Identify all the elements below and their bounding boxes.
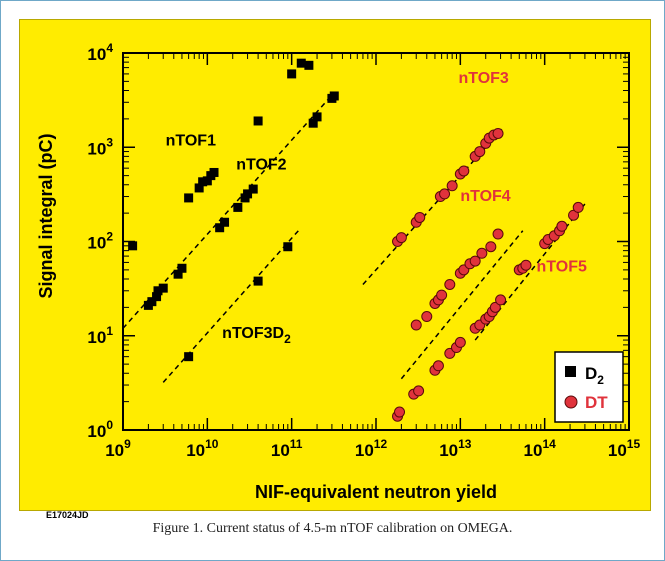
x-tick-label: 1012 bbox=[355, 437, 388, 460]
fit-line bbox=[162, 230, 299, 383]
d2-point bbox=[153, 286, 163, 296]
y-tick-label: 104 bbox=[87, 41, 113, 64]
dt-point bbox=[413, 385, 425, 397]
y-tick-label: 103 bbox=[87, 135, 113, 158]
dt-point bbox=[572, 201, 584, 213]
d2-point bbox=[184, 193, 194, 203]
d2-point bbox=[184, 352, 194, 362]
curve-label: nTOF4 bbox=[460, 188, 510, 205]
dt-point bbox=[469, 255, 481, 267]
dt-point bbox=[421, 311, 433, 323]
dt-point bbox=[492, 127, 504, 139]
x-tick-label: 109 bbox=[105, 437, 131, 460]
d2-point bbox=[287, 69, 297, 79]
dt-point bbox=[410, 319, 422, 331]
curve-label: nTOF5 bbox=[536, 259, 586, 276]
x-tick-label: 1011 bbox=[271, 437, 303, 460]
y-tick-label: 101 bbox=[87, 324, 113, 347]
dt-point bbox=[495, 294, 507, 306]
dt-point bbox=[436, 289, 448, 301]
legend: D2 DT bbox=[554, 351, 624, 423]
dt-point bbox=[414, 211, 426, 223]
d2-point bbox=[304, 60, 314, 70]
d2-point bbox=[253, 276, 263, 286]
dt-point bbox=[444, 278, 456, 290]
chart-panel: 109 1010 1011 1012 1013 1014 1015 100 101 102 103 1… bbox=[19, 19, 651, 520]
dt-point bbox=[454, 336, 466, 348]
dt-point bbox=[492, 228, 504, 240]
d2-point bbox=[158, 283, 168, 293]
fit-line bbox=[400, 230, 524, 380]
x-tick-label: 1014 bbox=[524, 437, 557, 460]
d2-point bbox=[329, 91, 339, 101]
legend-d2-label: D2 bbox=[585, 364, 604, 387]
legend-d2-marker bbox=[565, 366, 576, 377]
axes-layer: 109 1010 1011 1012 1013 1014 1015 100 101 102 103 1… bbox=[87, 41, 640, 460]
curve-label: nTOF3 bbox=[458, 70, 508, 87]
y-tick-label: 102 bbox=[87, 230, 113, 253]
x-tick-label: 1013 bbox=[439, 437, 472, 460]
d2-point bbox=[283, 242, 293, 252]
dt-point bbox=[432, 360, 444, 372]
legend-box bbox=[554, 351, 624, 423]
d2-point bbox=[308, 118, 318, 128]
fit-line bbox=[122, 92, 335, 329]
d2-point bbox=[202, 176, 212, 186]
d2-point bbox=[312, 112, 322, 122]
y-axis-title: Signal integral (pC) bbox=[36, 133, 56, 298]
legend-dt-marker bbox=[564, 395, 578, 409]
dt-point bbox=[394, 406, 406, 418]
d2-point bbox=[243, 189, 253, 199]
legend-dt-label: DT bbox=[585, 393, 608, 412]
d2-point bbox=[215, 223, 225, 233]
dt-point bbox=[458, 165, 470, 177]
d2-point bbox=[128, 241, 138, 251]
dt-point bbox=[439, 188, 451, 200]
d2-point bbox=[248, 184, 258, 194]
y-tick-label: 100 bbox=[87, 418, 113, 441]
dt-point bbox=[489, 301, 501, 313]
x-tick-label: 1010 bbox=[186, 437, 219, 460]
d2-point bbox=[177, 263, 187, 273]
data-points bbox=[128, 58, 584, 422]
curve-label: nTOF1 bbox=[166, 132, 216, 149]
dt-point bbox=[485, 241, 497, 253]
d2-point bbox=[233, 202, 243, 212]
dt-point bbox=[446, 180, 458, 192]
d2-point bbox=[198, 177, 208, 187]
dt-point bbox=[556, 220, 568, 232]
x-tick-label: 1015 bbox=[608, 437, 641, 460]
d2-point bbox=[296, 58, 306, 68]
curve-label: nTOF2 bbox=[236, 157, 286, 174]
annotations: nTOF1 nTOF2 nTOF3D2 nTOF3 nTOF4 nTOF5 bbox=[166, 70, 587, 346]
dt-point bbox=[520, 259, 532, 271]
figure-id: E17024JD bbox=[46, 510, 89, 520]
figure-caption: Figure 1. Current status of 4.5-m nTOF c… bbox=[152, 521, 513, 536]
d2-point bbox=[152, 292, 162, 302]
d2-point bbox=[147, 297, 157, 307]
d2-point bbox=[253, 116, 263, 126]
dt-point bbox=[395, 232, 407, 244]
scatter-plot: 109 1010 1011 1012 1013 1014 1015 100 101 102 103 1… bbox=[36, 41, 640, 502]
d2-point bbox=[209, 167, 219, 177]
curve-label: nTOF3D2 bbox=[222, 325, 291, 346]
d2-point bbox=[194, 183, 204, 193]
dt-point bbox=[476, 247, 488, 259]
x-axis-title: NIF-equivalent neutron yield bbox=[255, 482, 497, 502]
d2-point bbox=[173, 269, 183, 279]
dt-point bbox=[474, 146, 486, 158]
d2-point bbox=[220, 217, 230, 227]
